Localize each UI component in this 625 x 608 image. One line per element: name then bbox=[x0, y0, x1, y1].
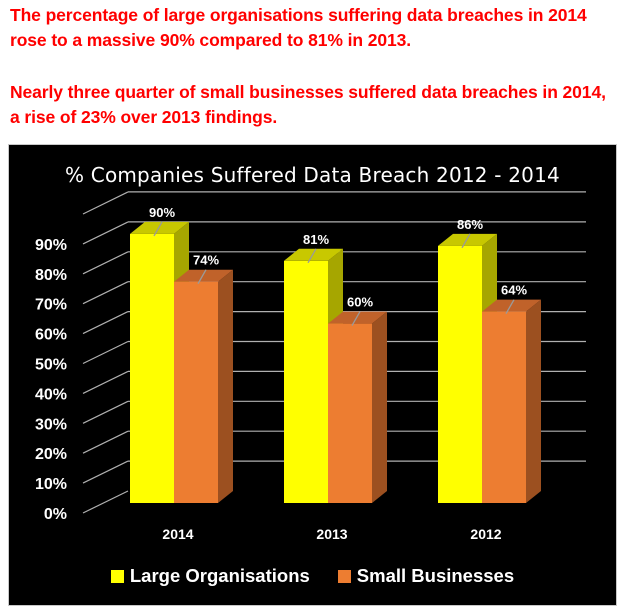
data-label: 81% bbox=[303, 232, 329, 247]
bar-top bbox=[284, 248, 343, 261]
x-category-label: 2012 bbox=[470, 526, 501, 542]
legend-item-small-businesses: Small Businesses bbox=[337, 565, 515, 587]
bar-small-2013 bbox=[328, 323, 372, 503]
legend-swatch-small-icon bbox=[337, 569, 351, 583]
data-label: 60% bbox=[347, 295, 373, 310]
chart-plot-area: 0% 10% 20% 30% 40% 50% 60% 70% 80% 90% 90% 74% 2014 8… bbox=[35, 191, 586, 542]
bar-top bbox=[438, 233, 497, 246]
x-category-label: 2014 bbox=[162, 526, 193, 542]
headline-small-businesses: Nearly three quarter of small businesses… bbox=[10, 82, 606, 127]
legend-swatch-large-icon bbox=[110, 569, 124, 583]
bar-large-2014 bbox=[130, 233, 174, 503]
gridline-diagonal bbox=[82, 340, 129, 365]
data-label: 90% bbox=[149, 205, 175, 220]
gridline-diagonal bbox=[82, 430, 129, 454]
bar-top bbox=[174, 269, 233, 282]
x-category-label: 2013 bbox=[316, 526, 347, 542]
bar-top bbox=[482, 299, 541, 312]
y-tick-label: 0% bbox=[44, 506, 67, 523]
data-label: 74% bbox=[193, 253, 219, 268]
legend-item-large-organisations: Large Organisations bbox=[110, 565, 310, 587]
bar-large-2012 bbox=[438, 245, 482, 504]
y-tick-label: 50% bbox=[35, 357, 67, 374]
y-tick-label: 80% bbox=[35, 267, 67, 284]
bar-small-2014 bbox=[174, 281, 218, 503]
bar-side bbox=[526, 299, 541, 503]
chart-legend: Large Organisations Small Businesses bbox=[9, 565, 616, 587]
y-tick-label: 90% bbox=[35, 237, 67, 254]
gridline-diagonal bbox=[82, 221, 129, 245]
bar-large-2013 bbox=[284, 260, 328, 503]
y-tick-label: 60% bbox=[35, 327, 67, 344]
legend-label-small: Small Businesses bbox=[356, 565, 515, 586]
gridline-diagonal bbox=[82, 311, 129, 335]
chart-title: % Companies Suffered Data Breach 2012 - … bbox=[65, 163, 560, 187]
headline-large-organisations: The percentage of large organisations su… bbox=[10, 5, 587, 50]
bar-small-2012 bbox=[482, 311, 526, 503]
y-tick-label: 40% bbox=[35, 386, 67, 403]
gridline-diagonal bbox=[82, 251, 129, 275]
gridline-diagonal bbox=[82, 460, 129, 484]
bar-top bbox=[328, 311, 387, 324]
y-tick-label: 10% bbox=[35, 476, 67, 493]
gridline-diagonal bbox=[82, 370, 129, 394]
bar-top bbox=[130, 221, 189, 234]
chart-container: % Companies Suffered Data Breach 2012 - … bbox=[8, 144, 617, 606]
data-label: 64% bbox=[501, 283, 527, 298]
data-label: 86% bbox=[457, 217, 483, 232]
bar-side bbox=[372, 311, 387, 503]
legend-label-large: Large Organisations bbox=[129, 565, 310, 586]
y-tick-label: 70% bbox=[35, 297, 67, 314]
gridline-diagonal bbox=[82, 281, 129, 305]
y-tick-label: 20% bbox=[35, 446, 67, 463]
bar-side bbox=[218, 269, 233, 503]
gridline-diagonal bbox=[82, 400, 129, 424]
y-tick-label: 30% bbox=[35, 416, 67, 433]
gridline-diagonal bbox=[82, 490, 129, 514]
